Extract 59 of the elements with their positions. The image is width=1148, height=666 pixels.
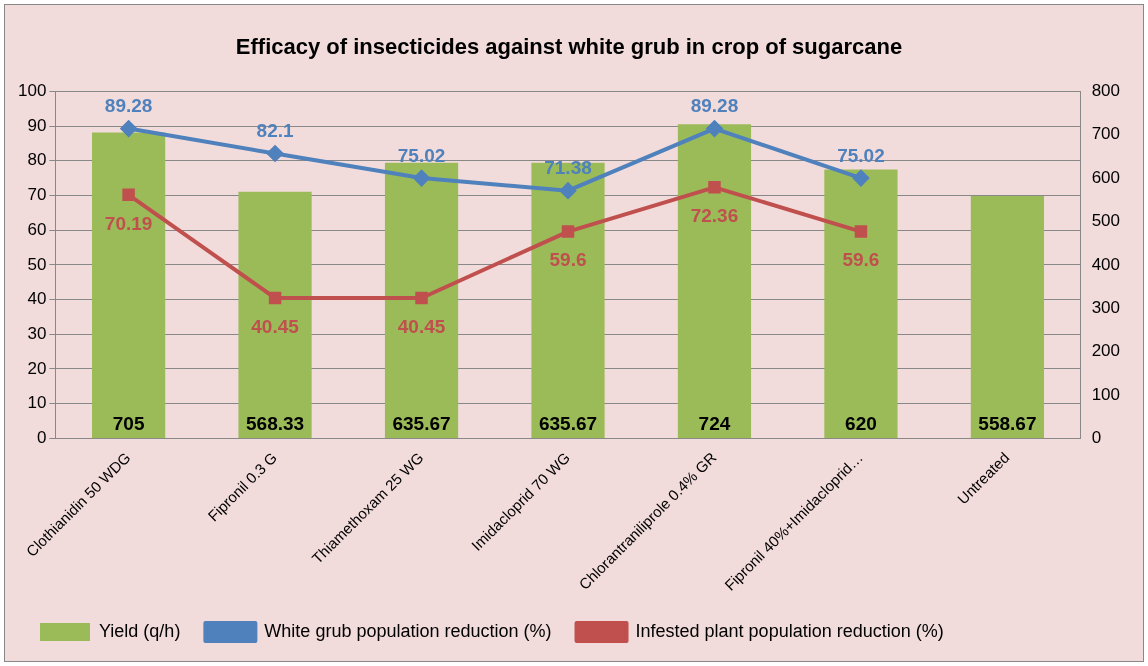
- point: [706, 120, 723, 137]
- bar: [384, 162, 459, 439]
- y2-tick-label: 200: [1091, 341, 1121, 361]
- data-label: 558.67: [978, 413, 1037, 435]
- y-tick-label: 90: [27, 115, 47, 135]
- y-tick-label: 40: [27, 289, 47, 309]
- point: [561, 225, 575, 238]
- data-label: 620: [845, 413, 877, 435]
- y2-tick-label: 700: [1091, 124, 1121, 144]
- point: [415, 291, 428, 305]
- y2-tick-label: 400: [1091, 254, 1121, 274]
- data-label: 59.6: [842, 249, 880, 271]
- y2-tick-label: 800: [1091, 81, 1121, 101]
- bar: [824, 169, 898, 439]
- bar: [531, 162, 605, 439]
- y-tick-label: 30: [27, 323, 47, 343]
- y-tick-label: 100: [17, 81, 47, 101]
- y-tick-label: 70: [27, 185, 47, 205]
- point: [122, 188, 135, 202]
- y-tick-label: 80: [27, 150, 47, 170]
- point: [708, 181, 721, 194]
- y2-tick-label: 0: [1091, 428, 1102, 448]
- data-label: 70.19: [104, 212, 153, 234]
- data-label: 635.67: [392, 413, 451, 435]
- data-label: 635.67: [538, 413, 598, 435]
- data-label: 40.45: [251, 315, 300, 337]
- data-label: 89.28: [104, 95, 153, 117]
- data-label: 89.28: [690, 95, 739, 117]
- point: [413, 170, 430, 187]
- data-label: 724: [698, 413, 731, 435]
- y-tick-label: 20: [27, 358, 47, 378]
- data-label: 568.33: [246, 413, 305, 435]
- data-label: 71.38: [544, 157, 592, 179]
- point: [560, 182, 576, 199]
- point: [120, 120, 137, 137]
- chart-title: Efficacy of insecticides against white grub in crop of sugarcane: [235, 34, 903, 60]
- data-label: 72.36: [690, 205, 739, 227]
- legend-label: Yield (q/h): [99, 620, 181, 641]
- legend-label: White grub population reduction (%): [264, 620, 552, 641]
- bar: [238, 191, 312, 439]
- data-label: 59.6: [549, 249, 587, 271]
- y2-tick-label: 300: [1091, 297, 1121, 317]
- point: [267, 145, 284, 162]
- bar: [677, 124, 752, 439]
- y2-tick-label: 500: [1091, 211, 1121, 231]
- point: [854, 225, 868, 238]
- y-tick-label: 60: [27, 219, 47, 239]
- data-label: 40.45: [397, 315, 446, 337]
- y2-tick-label: 100: [1091, 384, 1121, 404]
- bar: [91, 132, 166, 439]
- legend-label: Infested plant population reduction (%): [635, 620, 944, 641]
- y-tick-label: 10: [27, 393, 47, 413]
- data-label: 705: [112, 413, 145, 435]
- point: [852, 170, 869, 187]
- y2-tick-label: 600: [1091, 167, 1121, 187]
- bar: [970, 196, 1045, 439]
- y-tick-label: 50: [27, 254, 47, 274]
- point: [268, 291, 282, 305]
- y-tick-label: 0: [36, 428, 47, 448]
